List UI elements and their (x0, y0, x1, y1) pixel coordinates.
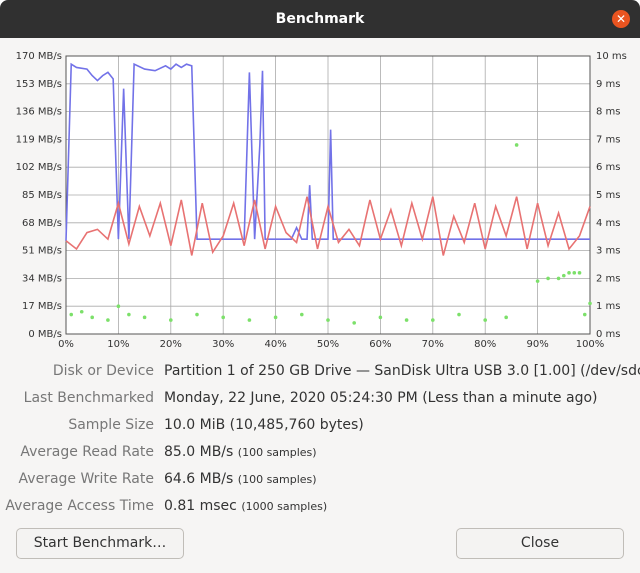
start-benchmark-button[interactable]: Start Benchmark… (16, 528, 184, 559)
access-time-point (514, 143, 519, 147)
access-time-point (352, 321, 357, 325)
detail-label: Average Write Rate (18, 471, 154, 487)
y-tick-label: 85 MB/s (22, 190, 62, 201)
detail-value: Monday, 22 June, 2020 05:24:30 PM (Less … (164, 390, 598, 406)
detail-note: (100 samples) (237, 473, 317, 486)
access-time-point (572, 271, 577, 275)
access-time-point (535, 279, 540, 283)
access-time-point (326, 318, 330, 322)
access-time-point (582, 312, 587, 317)
y-tick-label: 34 MB/s (22, 273, 62, 284)
detail-value: 85.0 MB/s (100 samples) (164, 444, 317, 460)
x-tick-label: 10% (107, 339, 129, 348)
y2-tick-label: 7 ms (596, 134, 621, 145)
access-time-point (567, 271, 571, 275)
y2-tick-label: 8 ms (596, 107, 621, 118)
y2-tick-label: 3 ms (596, 246, 621, 257)
x-tick-label: 40% (264, 339, 286, 348)
x-tick-label: 60% (369, 339, 391, 348)
access-time-point (273, 315, 278, 320)
x-tick-label: 50% (317, 339, 339, 348)
access-time-point (90, 315, 94, 320)
access-time-point (378, 315, 383, 320)
access-time-point (562, 273, 566, 278)
y-tick-label: 0 MB/s (28, 329, 62, 340)
detail-label: Last Benchmarked (23, 390, 154, 406)
window-title: Benchmark (275, 11, 365, 27)
y2-tick-label: 2 ms (596, 273, 621, 284)
x-tick-label: 100% (576, 339, 605, 348)
y-tick-label: 17 MB/s (22, 301, 62, 312)
rate-line (65, 196, 591, 256)
detail-value: 64.6 MB/s (100 samples) (164, 471, 317, 487)
y2-tick-label: 0 ms (596, 329, 621, 340)
access-time-point (221, 315, 225, 320)
y2-tick-label: 9 ms (596, 79, 621, 90)
detail-label: Average Read Rate (20, 444, 154, 460)
access-time-point (195, 312, 199, 317)
access-time-point (431, 318, 435, 322)
y-tick-label: 102 MB/s (16, 162, 62, 173)
access-time-point (300, 312, 304, 317)
close-button[interactable]: Close (456, 528, 624, 559)
y2-tick-label: 1 ms (596, 301, 621, 312)
access-time-point (169, 318, 173, 322)
detail-value: 0.81 msec (1000 samples) (164, 498, 328, 514)
title-bar: Benchmark (0, 0, 640, 38)
detail-label: Sample Size (68, 417, 154, 433)
access-time-point (577, 271, 582, 275)
detail-note: (100 samples) (237, 446, 317, 459)
rate-line (65, 62, 590, 241)
access-time-point (69, 312, 74, 317)
plot-border (65, 55, 591, 335)
access-time-point (106, 318, 110, 322)
y2-tick-label: 10 ms (596, 51, 627, 62)
detail-note: (1000 samples) (241, 500, 328, 513)
x-tick-label: 70% (422, 339, 444, 348)
access-time-point (588, 301, 592, 306)
x-tick-label: 0% (58, 339, 74, 348)
y2-tick-label: 5 ms (596, 190, 621, 201)
x-tick-label: 80% (474, 339, 496, 348)
access-time-point (504, 315, 508, 320)
detail-label: Disk or Device (52, 363, 154, 379)
x-tick-label: 90% (526, 339, 548, 348)
access-time-point (127, 312, 131, 317)
y-tick-label: 170 MB/s (16, 51, 62, 62)
y-tick-label: 136 MB/s (16, 107, 62, 118)
y2-tick-label: 4 ms (596, 218, 621, 229)
y-tick-label: 68 MB/s (22, 218, 62, 229)
x-tick-label: 20% (160, 339, 182, 348)
access-time-point (483, 318, 488, 322)
detail-value: Partition 1 of 250 GB Drive — SanDisk Ul… (164, 363, 640, 379)
y-tick-label: 51 MB/s (22, 246, 62, 257)
access-time-point (247, 318, 252, 322)
x-tick-label: 30% (212, 339, 234, 348)
y2-tick-label: 6 ms (596, 162, 621, 173)
y-tick-label: 153 MB/s (16, 79, 62, 90)
access-time-point (142, 315, 147, 320)
detail-value: 10.0 MiB (10,485,760 bytes) (164, 417, 364, 433)
access-time-point (546, 276, 550, 281)
access-time-point (556, 276, 561, 281)
access-time-point (79, 309, 84, 314)
detail-label: Average Access Time (5, 498, 154, 514)
access-time-point (404, 318, 409, 322)
chart: 0 MB/s 17 MB/s 34 MB/s 51 MB/s 68 MB/s 85 MB/… (16, 51, 627, 348)
close-icon[interactable]: ✕ (612, 10, 630, 28)
access-time-point (457, 312, 461, 317)
access-time-point (116, 304, 121, 309)
y-tick-label: 119 MB/s (16, 134, 62, 145)
